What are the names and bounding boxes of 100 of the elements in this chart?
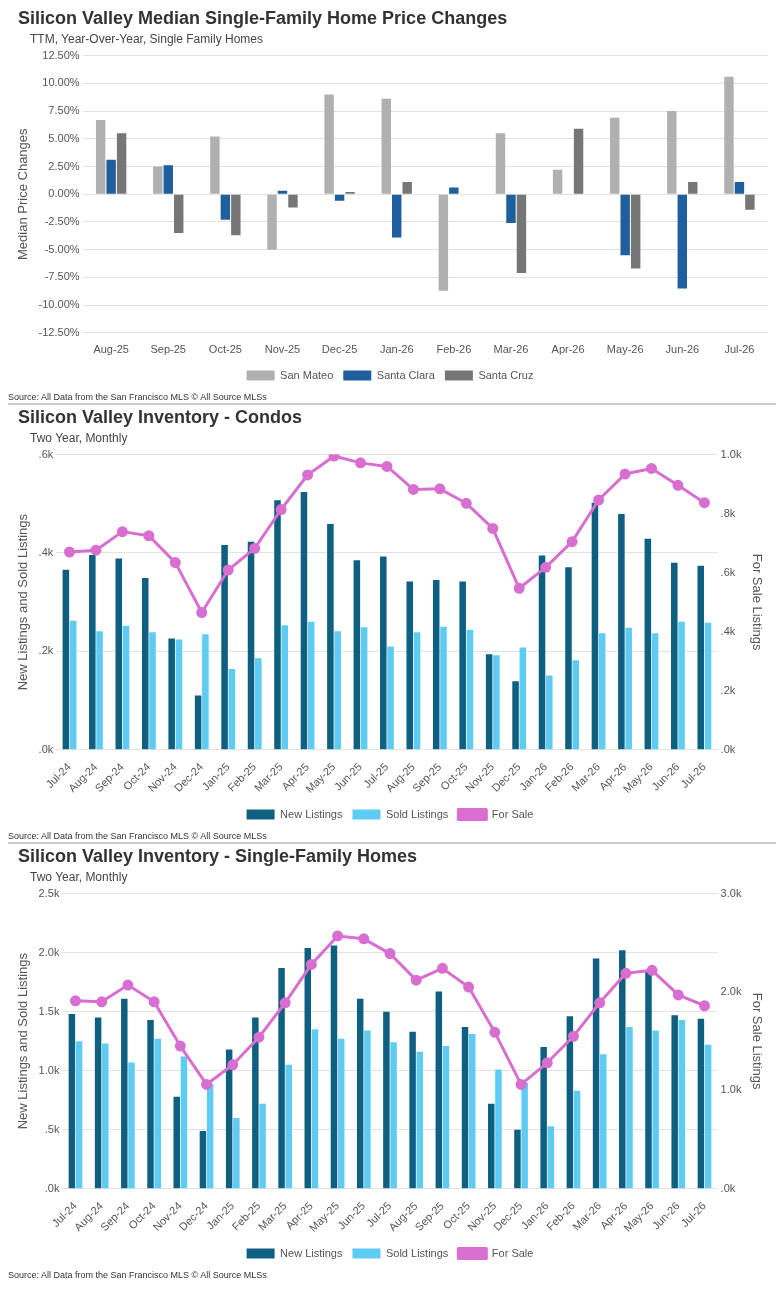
bar <box>173 1096 180 1189</box>
bar <box>334 194 345 201</box>
y-tick-label: -10.00% <box>38 298 80 311</box>
point <box>64 546 75 558</box>
bar <box>327 523 334 750</box>
bar <box>493 655 500 750</box>
legend-label: San Mateo <box>280 368 334 381</box>
bar <box>671 1015 678 1189</box>
bar <box>565 567 572 750</box>
bar <box>547 1126 555 1189</box>
bar <box>259 1103 266 1189</box>
point <box>672 479 684 491</box>
bar <box>678 621 685 750</box>
y-tick-label: 5.00% <box>48 131 80 144</box>
legend-label: New Listings <box>280 1246 343 1259</box>
bar <box>625 627 632 750</box>
bar <box>745 194 755 210</box>
bar <box>220 194 231 220</box>
bar <box>231 194 241 236</box>
bar <box>285 1064 293 1189</box>
y-tick-label: 10.00% <box>42 76 80 89</box>
bar <box>406 581 414 750</box>
x-tick-label: Sep-25 <box>150 343 186 356</box>
y-tick-label: 2.50% <box>48 159 80 172</box>
bar <box>552 169 563 194</box>
point <box>407 483 419 495</box>
bar <box>572 660 580 750</box>
bar <box>487 1103 495 1189</box>
y-tick-label: .5k <box>44 1122 60 1135</box>
point <box>515 1078 527 1090</box>
bar <box>330 945 338 1189</box>
y2-tick-label: .6k <box>720 565 736 578</box>
bar <box>278 967 285 1189</box>
y-tick-label: 7.50% <box>48 104 80 117</box>
bar <box>573 1090 581 1189</box>
point <box>96 996 108 1008</box>
y-tick-label: .2k <box>38 644 54 657</box>
point <box>148 996 160 1008</box>
point <box>698 497 710 509</box>
bar <box>512 681 519 750</box>
x-tick-label: Dec-25 <box>321 343 358 356</box>
source-note: Source: All Data from the San Francisco MLS © All Source MLSs <box>8 391 268 403</box>
y2-tick-label: 2.0k <box>720 985 742 998</box>
point <box>541 1057 553 1069</box>
bar <box>128 1062 135 1189</box>
bar <box>514 1129 521 1189</box>
point <box>354 457 366 469</box>
bar <box>300 491 308 750</box>
bar <box>163 165 173 194</box>
bar <box>626 1027 633 1189</box>
y2-axis-title: For Sale Listings <box>749 553 765 652</box>
point <box>489 1026 501 1038</box>
x-tick-label: Jan-26 <box>379 343 414 356</box>
point <box>487 522 499 534</box>
bar <box>122 625 130 750</box>
chart-title: Silicon Valley Median Single-Family Home Price Changes <box>18 8 509 29</box>
bar <box>147 1019 154 1189</box>
bar <box>199 1130 207 1189</box>
bar <box>267 194 277 250</box>
bar <box>697 1018 705 1189</box>
point <box>222 564 234 576</box>
bar <box>678 1019 686 1189</box>
bar <box>356 998 364 1189</box>
bar <box>68 1014 76 1189</box>
bar <box>233 1117 240 1189</box>
y-tick-label: 2.0k <box>38 945 60 958</box>
bar <box>75 1041 83 1189</box>
x-tick-label: Aug-25 <box>93 343 129 356</box>
bar <box>724 76 734 194</box>
bar <box>228 669 236 750</box>
bar <box>106 159 116 194</box>
point <box>169 557 181 569</box>
point <box>332 930 344 942</box>
x-tick-label: May-26 <box>606 343 644 356</box>
bar <box>210 136 220 194</box>
legend-label: Sold Listings <box>385 1246 449 1259</box>
bar <box>461 1027 469 1189</box>
chart-subtitle: Two Year, Monthly <box>30 431 129 445</box>
y2-tick-label: 3.0k <box>720 886 742 899</box>
bar <box>381 98 391 194</box>
point <box>70 995 81 1007</box>
point <box>116 526 128 538</box>
legend-label: New Listings <box>280 807 343 820</box>
point <box>410 974 422 986</box>
bar <box>416 1051 424 1189</box>
y-axis-title: New Listings and Sold Listings <box>15 513 31 691</box>
legend-label: Santa Cruz <box>478 368 534 381</box>
point <box>540 561 552 573</box>
x-tick-label: Jun-26 <box>665 343 700 356</box>
bar <box>141 578 149 750</box>
x-tick-label: Nov-25 <box>264 343 301 356</box>
bar <box>468 1034 476 1189</box>
bar <box>734 182 745 194</box>
point <box>460 497 472 509</box>
y-tick-label: 1.0k <box>38 1063 60 1076</box>
bar <box>277 190 288 194</box>
point <box>619 468 631 480</box>
point <box>594 997 606 1009</box>
x-tick-label: Feb-26 <box>436 343 472 356</box>
bar <box>688 182 698 194</box>
